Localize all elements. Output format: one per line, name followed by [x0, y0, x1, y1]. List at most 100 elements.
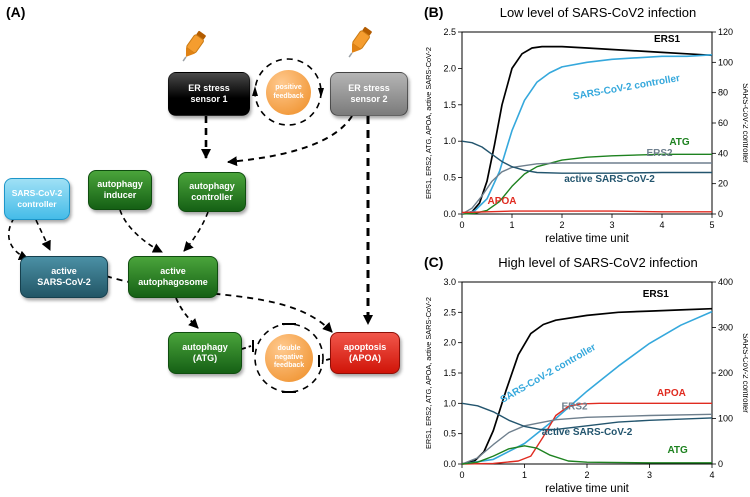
node-text: controller — [17, 199, 57, 209]
series-label: active SARS-CoV-2 — [564, 174, 655, 185]
panel-a-diagram: (A) — [4, 4, 408, 393]
svg-text:0: 0 — [718, 459, 723, 469]
node-text: apoptosis — [343, 341, 387, 352]
svg-text:200: 200 — [718, 368, 733, 378]
svg-text:400: 400 — [718, 277, 733, 287]
y-axis-label-right: SARS-CoV-2 controller — [741, 83, 748, 163]
series-line — [461, 402, 713, 431]
series-label: ERS1 — [643, 289, 670, 300]
svg-text:1.5: 1.5 — [443, 368, 456, 378]
svg-text:120: 120 — [718, 27, 733, 37]
svg-text:4: 4 — [709, 470, 714, 480]
svg-text:4: 4 — [659, 220, 664, 230]
node-active-autophagosome: active autophagosome — [128, 256, 218, 298]
node-double-negative-feedback: double negative feedback — [265, 334, 313, 382]
x-axis-label: relative time unit — [545, 233, 630, 245]
inhibition-apoptosis-to-feedback — [321, 358, 331, 362]
series-label: ERS2 — [561, 401, 588, 412]
node-text: ER stress — [188, 82, 230, 93]
series-line — [461, 307, 713, 465]
node-autophagy-inducer: autophagy inducer — [88, 170, 152, 210]
node-text: SARS-CoV-2 — [37, 277, 91, 287]
svg-text:2: 2 — [559, 220, 564, 230]
svg-text:2.0: 2.0 — [443, 63, 456, 73]
diagram-arrows — [8, 58, 373, 393]
series-label: APOA — [657, 388, 686, 399]
svg-text:60: 60 — [718, 118, 728, 128]
node-positive-feedback: positive feedback — [266, 70, 311, 115]
node-text: sensor 1 — [190, 94, 228, 104]
arrow-active-sars-to-apoptosis — [105, 275, 333, 333]
chart-high-infection: 0 1 2 3 4 0.0 0.5 1.0 1.5 2.0 2.5 3.0 0 100 200 300 400 r… — [424, 277, 748, 495]
arrow-autophagosome-to-atg — [175, 297, 199, 329]
series-line — [461, 210, 712, 214]
series-line — [461, 45, 713, 215]
svg-text:40: 40 — [718, 148, 728, 158]
series-label: APOA — [488, 196, 517, 207]
y-axis-label-left: ERS1, ERS2, ATG, APOA, active SARS-CoV-2 — [424, 47, 433, 199]
panel-c: (C) High level of SARS-CoV2 infection 0 1… — [422, 252, 748, 497]
svg-text:0: 0 — [718, 209, 723, 219]
node-text: active — [160, 265, 186, 276]
cycle-arrowhead-icon — [252, 86, 258, 96]
svg-text:1.5: 1.5 — [443, 100, 456, 110]
panel-c-label: (C) — [424, 254, 444, 270]
svg-text:2.0: 2.0 — [443, 338, 456, 348]
svg-text:1: 1 — [522, 470, 527, 480]
svg-text:2: 2 — [584, 470, 589, 480]
svg-text:100: 100 — [718, 414, 733, 424]
node-text: autophagy — [97, 178, 143, 189]
node-text: double — [277, 345, 301, 353]
node-text: feedback — [273, 92, 304, 100]
node-text: inducer — [103, 190, 137, 200]
series-line — [461, 402, 712, 465]
chart-low-infection: 0 1 2 3 4 5 0.0 0.5 1.0 1.5 2.0 2.5 0 20 40 60 80 100 120 r… — [424, 27, 748, 245]
node-active-sars-cov2: active SARS-CoV-2 — [20, 256, 108, 298]
y-axis-label-left: ERS1, ERS2, ATG, APOA, active SARS-CoV-2 — [424, 297, 433, 449]
node-text: controller — [191, 192, 233, 202]
x-axis-label: relative time unit — [545, 483, 630, 495]
node-text: feedback — [273, 362, 305, 370]
svg-text:3: 3 — [647, 470, 652, 480]
svg-text:1: 1 — [509, 220, 514, 230]
panel-a-label: (A) — [6, 4, 26, 20]
arrow-inducer-to-autophagosome — [119, 209, 163, 253]
series-line — [461, 54, 713, 215]
svg-text:1.0: 1.0 — [443, 398, 456, 408]
cycle-arrowhead-icon — [318, 88, 324, 98]
svg-text:2.5: 2.5 — [443, 307, 456, 317]
svg-text:3: 3 — [609, 220, 614, 230]
node-er-stress-sensor-1: ER stress sensor 1 — [168, 72, 250, 116]
node-text: sensor 2 — [350, 94, 388, 104]
series-line — [461, 310, 713, 465]
series-label: SARS-CoV-2 controller — [572, 73, 681, 103]
svg-text:0.5: 0.5 — [443, 429, 456, 439]
arrow-ers2-to-autophagy-controller — [227, 115, 353, 167]
svg-text:20: 20 — [718, 179, 728, 189]
series-line — [461, 153, 712, 215]
node-text: positive — [275, 84, 302, 92]
svg-text:100: 100 — [718, 57, 733, 67]
svg-text:0.0: 0.0 — [443, 209, 456, 219]
svg-text:0: 0 — [459, 220, 464, 230]
svg-text:0.5: 0.5 — [443, 173, 456, 183]
syringe-icon — [182, 30, 206, 62]
panel-b-label: (B) — [424, 4, 444, 20]
series-line — [461, 445, 712, 465]
inhibition-atg-to-feedback — [241, 345, 252, 350]
node-autophagy-controller: autophagy controller — [178, 172, 246, 212]
series-label: ATG — [669, 137, 690, 148]
syringe-icon — [348, 26, 372, 58]
series-label: ERS2 — [646, 148, 673, 159]
node-autophagy-atg: autophagy (ATG) — [168, 332, 242, 374]
svg-text:2.5: 2.5 — [443, 27, 456, 37]
arrow-sars-controller-to-active-sars — [35, 219, 51, 251]
series-label: ERS1 — [654, 34, 681, 45]
arrow-loop-to-active-sars — [8, 217, 29, 260]
series-label: SARS-CoV-2 controller — [499, 342, 598, 406]
panel-b-title: Low level of SARS-CoV2 infection — [499, 5, 697, 20]
svg-text:80: 80 — [718, 88, 728, 98]
svg-text:5: 5 — [709, 220, 714, 230]
node-text: autophagosome — [138, 277, 208, 287]
